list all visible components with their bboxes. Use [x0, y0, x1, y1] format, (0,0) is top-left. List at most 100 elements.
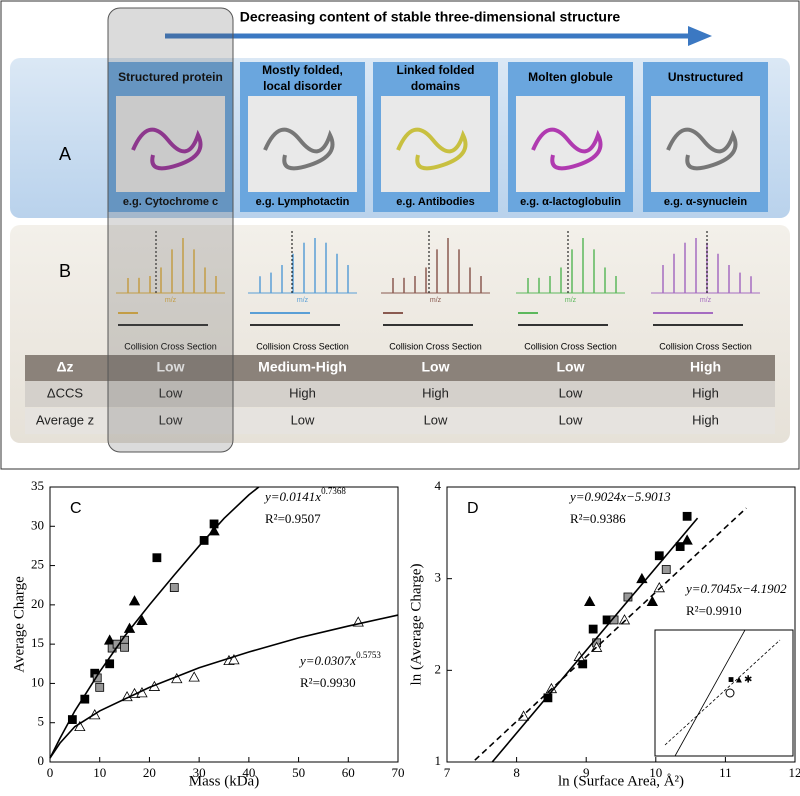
x-tick-label: 70	[392, 765, 405, 780]
x-tick-label: 10	[93, 765, 106, 780]
table-cell: Low	[422, 359, 450, 375]
point	[647, 597, 657, 606]
y-tick-label: 0	[38, 753, 45, 768]
y-tick-label: 10	[31, 674, 44, 689]
table-cell: Low	[424, 412, 448, 427]
column-title: Molten globule	[528, 70, 613, 84]
y-tick-label: 15	[31, 635, 44, 650]
point	[170, 584, 178, 592]
y-tick-label: 35	[31, 478, 44, 493]
spectrum-axis: m/z	[297, 297, 309, 304]
exponent: 0.5753	[356, 650, 381, 660]
y-tick-label: 20	[31, 596, 44, 611]
row-header: ΔCCS	[47, 385, 83, 400]
column-example: e.g. α-lactoglobulin	[520, 196, 621, 208]
point	[189, 672, 199, 681]
x-axis-label: Mass (kDa)	[189, 773, 259, 789]
x-axis-label: ln (Surface Area, Å²)	[558, 773, 684, 789]
table-cell: Medium-High	[258, 359, 347, 375]
row-header: Average z	[36, 412, 94, 427]
equation: y=0.0307x	[298, 653, 356, 668]
point	[585, 597, 595, 606]
panel-label: C	[70, 500, 82, 517]
table-cell: High	[422, 385, 449, 400]
point	[153, 554, 161, 562]
x-tick-label: 7	[444, 765, 451, 780]
point	[619, 615, 629, 624]
table-cell: Low	[559, 385, 583, 400]
column-example: e.g. Lymphotactin	[256, 196, 350, 208]
y-tick-label: 3	[435, 570, 442, 585]
y-tick-label: 25	[31, 557, 44, 572]
table-cell: Low	[559, 412, 583, 427]
fit-r2: R²=0.9930	[300, 675, 356, 690]
table-cell: High	[692, 385, 719, 400]
exponent: 0.7368	[321, 486, 346, 496]
ccs-label: Collision Cross Section	[389, 341, 482, 351]
point	[655, 552, 663, 560]
x-tick-label: 0	[47, 765, 54, 780]
column-example: e.g. α-synuclein	[664, 196, 747, 208]
spectrum-axis: m/z	[565, 297, 577, 304]
fit-equation: y=0.0307x0.5753	[298, 650, 381, 668]
plot-frame	[50, 487, 398, 762]
y-tick-label: 30	[31, 517, 44, 532]
inset-frame	[655, 630, 793, 756]
fit-line	[50, 487, 259, 758]
panel-b-label: B	[59, 261, 71, 281]
table-cell: High	[289, 385, 316, 400]
table-cell: Low	[557, 359, 585, 375]
panel-label: D	[467, 500, 479, 517]
highlight-box	[108, 8, 233, 452]
ccs-label: Collision Cross Section	[256, 341, 349, 351]
fit-r2: R²=0.9507	[265, 511, 321, 526]
point	[121, 643, 129, 651]
x-tick-label: 20	[143, 765, 156, 780]
x-tick-label: 50	[292, 765, 305, 780]
point	[682, 535, 692, 544]
y-axis-label: ln (Average Charge)	[408, 564, 424, 686]
equation: y=0.9024x−5.9013	[568, 489, 671, 504]
y-tick-label: 5	[38, 714, 45, 729]
fit-r2: R²=0.9386	[570, 511, 626, 526]
fit-equation: y=0.7045x−4.1902	[684, 581, 787, 596]
equation: y=0.7045x−4.1902	[684, 581, 787, 596]
point	[137, 616, 147, 625]
point	[654, 583, 664, 592]
row-header: Δz	[56, 359, 73, 375]
column-title: Unstructured	[668, 70, 743, 84]
fit-equation: y=0.0141x0.7368	[263, 486, 346, 504]
point	[579, 660, 587, 668]
y-tick-label: 4	[435, 478, 442, 493]
inset-points: ■▲✱	[728, 675, 752, 686]
fit-r2: R²=0.9910	[686, 603, 742, 618]
x-tick-label: 12	[789, 765, 800, 780]
point	[683, 512, 691, 520]
table-cell: Low	[291, 412, 315, 427]
title-line: local disorder	[263, 79, 342, 93]
inset: ■▲✱	[655, 630, 793, 756]
point	[589, 625, 597, 633]
column-example: e.g. Antibodies	[396, 196, 474, 208]
table-cell: High	[690, 359, 721, 375]
title-line: Mostly folded,	[262, 63, 343, 77]
y-tick-label: 1	[435, 753, 442, 768]
title-line: Linked folded	[397, 63, 475, 77]
spectrum-axis: m/z	[700, 297, 712, 304]
y-tick-label: 2	[435, 661, 442, 676]
fit-equation: y=0.9024x−5.9013	[568, 489, 671, 504]
table-cell: High	[692, 412, 719, 427]
y-axis-label: Average Charge	[11, 576, 27, 673]
x-tick-label: 8	[513, 765, 520, 780]
point	[130, 596, 140, 605]
ccs-label: Collision Cross Section	[524, 341, 617, 351]
spectrum-axis: m/z	[430, 297, 442, 304]
point	[96, 683, 104, 691]
x-tick-label: 60	[342, 765, 355, 780]
title-line: domains	[411, 79, 461, 93]
ccs-label: Collision Cross Section	[659, 341, 752, 351]
x-tick-label: 11	[719, 765, 732, 780]
equation: y=0.0141x	[263, 489, 321, 504]
arrow-text: Decreasing content of stable three-dimen…	[240, 9, 621, 25]
